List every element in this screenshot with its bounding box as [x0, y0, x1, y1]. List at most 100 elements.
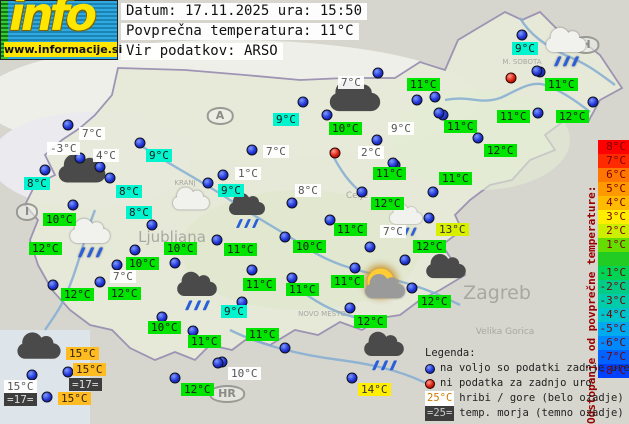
cloud-dark-icon — [426, 253, 466, 279]
temp-label: 11°C — [331, 275, 364, 288]
scale-cell: 5°C — [598, 182, 629, 196]
red-dot-icon — [425, 378, 435, 389]
station-dot-blue — [411, 94, 423, 106]
station-dot-blue — [94, 276, 106, 288]
station-dot-blue — [516, 29, 528, 41]
temp-label: 15°C — [58, 392, 91, 405]
hill-label-sample: 25°C — [425, 391, 455, 406]
legend-available-text: na voljo so podatki zadnje ure — [440, 362, 629, 374]
cloud-rain-light-icon — [546, 27, 586, 67]
map-place-name: KRANJ — [174, 179, 196, 187]
cloud-light-icon — [173, 187, 209, 210]
scale-cell: 2°C — [598, 224, 629, 238]
temp-label: 8°C — [116, 185, 142, 198]
legend-hills-text: hribi / gore (belo ozadje) — [459, 392, 624, 404]
temp-label: 8°C — [126, 206, 152, 219]
station-dot-blue — [62, 366, 74, 378]
header-source: Vir podatkov: ARSO — [121, 43, 283, 60]
temp-label: 2°C — [358, 146, 384, 159]
station-dot-blue — [587, 96, 599, 108]
temp-label: 9°C — [388, 122, 414, 135]
logo-green-stripe — [1, 1, 8, 59]
station-dot-blue — [349, 262, 361, 274]
station-dot-blue — [286, 272, 298, 284]
temp-label: =17= — [4, 393, 37, 406]
sea-label-sample: =25= — [425, 406, 455, 421]
temperature-deviation-scale: 8°C 7°C 6°C 5°C 4°C 3°C 2°C 1°C -1°C -2°C -3°C -4°C… — [598, 140, 629, 378]
station-dot-blue — [202, 177, 214, 189]
temp-label: 8°C — [295, 184, 321, 197]
temp-label: 11°C — [188, 335, 221, 348]
temp-label: 7°C — [263, 145, 289, 158]
temp-label: 12°C — [61, 288, 94, 301]
logo-brand-text: info — [9, 0, 97, 41]
station-dot-blue — [104, 172, 116, 184]
temp-label: 12°C — [354, 315, 387, 328]
temp-label: 12°C — [413, 240, 446, 253]
temp-label: 4°C — [93, 149, 119, 162]
station-dot-blue — [372, 67, 384, 79]
scale-cell: 8°C — [598, 140, 629, 154]
legend-title: Legenda: — [425, 347, 476, 359]
temp-label: 12°C — [418, 295, 451, 308]
station-dot-blue — [279, 342, 291, 354]
scale-cell: 3°C — [598, 210, 629, 224]
station-dot-blue — [344, 302, 356, 314]
station-dot-blue — [74, 152, 86, 164]
temp-label: 7°C — [79, 127, 105, 140]
station-dot-blue — [246, 144, 258, 156]
station-dot-blue — [297, 96, 309, 108]
map-place-name: Celje — [345, 191, 369, 201]
cloud-rain-light-icon — [70, 218, 110, 258]
map-place-name: Ljubljana — [138, 228, 206, 246]
station-dot-blue — [399, 254, 411, 266]
legend-row-available: na voljo so podatki zadnje ure — [425, 361, 629, 376]
scale-cell: -1°C — [598, 266, 629, 280]
station-dot-blue — [364, 241, 376, 253]
scale-cell: -8°C — [598, 364, 629, 378]
cloud-rain-dark-icon — [364, 331, 404, 371]
station-dot-blue — [371, 134, 383, 146]
temp-label: 9°C — [512, 42, 538, 55]
legend-row-missing: ni podatka za zadnjo uro — [425, 376, 629, 391]
temp-label: 11°C — [334, 223, 367, 236]
country-marker: A — [206, 107, 234, 125]
station-dot-red — [505, 72, 517, 84]
sun-cloud-icon — [365, 268, 405, 299]
station-dot-blue — [146, 219, 158, 231]
legend-sea-text: temp. morja (temno ozadje) — [459, 407, 624, 419]
temp-label: 1°C — [235, 167, 261, 180]
logo-site-url[interactable]: www.informacije.si — [4, 42, 123, 57]
temp-label: 11°C — [407, 78, 440, 91]
map-place-name: Zagreb — [463, 282, 531, 304]
temp-label: 11°C — [439, 172, 472, 185]
country-marker: I — [15, 203, 39, 221]
temp-label: 11°C — [224, 243, 257, 256]
site-logo[interactable]: info www.informacije.si — [0, 0, 123, 60]
scale-cell: -2°C — [598, 280, 629, 294]
station-dot-blue — [429, 91, 441, 103]
header-date-time: Datum: 17.11.2025 ura: 15:50 — [121, 3, 368, 20]
station-dot-blue — [39, 164, 51, 176]
temp-label: 10°C — [293, 240, 326, 253]
scale-cell: -4°C — [598, 308, 629, 322]
station-dot-blue — [286, 197, 298, 209]
temp-label: 12°C — [484, 144, 517, 157]
temp-label: 9°C — [273, 113, 299, 126]
temp-label: 12°C — [108, 287, 141, 300]
station-dot-blue — [41, 391, 53, 403]
scale-cell: -7°C — [598, 350, 629, 364]
temp-label: 12°C — [556, 110, 589, 123]
map-place-name: NOVO MESTO — [298, 310, 346, 318]
header-avg-temp: Povprečna temperatura: 11°C — [121, 23, 359, 40]
station-dot-blue — [111, 259, 123, 271]
temp-label: 10°C — [228, 367, 261, 380]
station-dot-blue — [217, 169, 229, 181]
cloud-dark-icon — [17, 332, 61, 359]
station-dot-blue — [346, 372, 358, 384]
station-dot-blue — [427, 186, 439, 198]
station-dot-blue — [211, 234, 223, 246]
temp-label: 11°C — [497, 110, 530, 123]
